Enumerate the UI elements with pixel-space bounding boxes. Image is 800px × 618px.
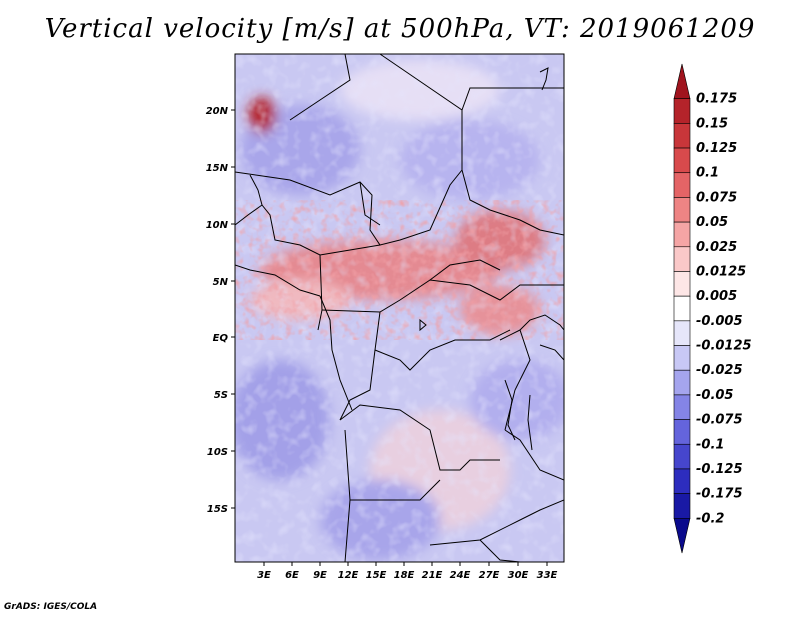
colorbar-swatch — [673, 320, 691, 346]
colorbar-label: -0.1 — [696, 437, 724, 452]
lon-tick-21e: 21E — [422, 570, 443, 581]
colorbar-label: 0.15 — [696, 116, 728, 131]
lon-tick-15e: 15E — [366, 570, 387, 581]
colorbar-swatch — [673, 369, 691, 396]
colorbar-swatch — [673, 98, 691, 124]
colorbar-swatch — [673, 123, 691, 149]
lat-tick-15s: 15S — [207, 504, 228, 515]
colorbar-label: 0.175 — [696, 92, 737, 107]
colorbar-swatch — [673, 63, 691, 99]
colorbar-label: -0.2 — [696, 511, 724, 526]
lon-tick-3e: 3E — [257, 570, 271, 581]
colorbar-label: -0.075 — [696, 413, 743, 428]
lon-axis: 3E 6E 9E 12E 15E 18E 21E 24E 27E 30E 33E — [257, 562, 558, 581]
lat-tick-5s: 5S — [214, 390, 228, 401]
colorbar-swatch — [673, 197, 691, 223]
map-frame — [234, 53, 565, 563]
colorbar-swatch — [673, 468, 691, 494]
colorbar-label: 0.075 — [696, 190, 737, 205]
colorbar-label: 0.1 — [696, 166, 719, 181]
lat-tick-20n: 20N — [206, 106, 229, 117]
colorbar-label: 0.005 — [696, 289, 737, 304]
colorbar-swatch — [673, 493, 691, 519]
lon-tick-27e: 27E — [479, 570, 500, 581]
colorbar-label: 0.0125 — [696, 264, 746, 279]
colorbar-swatch — [673, 394, 691, 420]
colorbar-label: 0.125 — [696, 141, 737, 156]
chart-title: Vertical velocity [m/s] at 500hPa, VT: 2… — [44, 14, 756, 44]
colorbar-label: -0.125 — [696, 462, 743, 477]
colorbar-swatch — [673, 271, 691, 297]
lat-tick-eq: EQ — [213, 333, 229, 344]
lat-axis: 20N 15N 10N 5N EQ 5S 10S 15S — [206, 106, 235, 515]
colorbar-label: 0.05 — [696, 215, 728, 230]
colorbar-label: -0.175 — [696, 487, 743, 502]
lon-tick-18e: 18E — [394, 570, 415, 581]
velocity-field — [235, 54, 564, 562]
colorbar-swatch — [673, 246, 691, 272]
colorbar-swatch — [673, 147, 691, 174]
colorbar-swatch — [673, 221, 691, 248]
lon-tick-24e: 24E — [450, 570, 471, 581]
colorbar-swatch — [673, 345, 691, 371]
lat-tick-10s: 10S — [207, 447, 228, 458]
colorbar: 0.175 0.15 0.125 0.1 0.075 0.05 0.025 0.0125 0.0… — [673, 63, 752, 554]
colorbar-label: -0.025 — [696, 363, 743, 378]
footer-credit: GrADS: IGES/COLA — [4, 602, 98, 612]
colorbar-label: -0.05 — [696, 388, 733, 403]
colorbar-swatch — [673, 172, 691, 198]
colorbar-swatch — [673, 295, 691, 322]
colorbar-label: 0.025 — [696, 240, 737, 255]
lat-tick-15n: 15N — [206, 163, 229, 174]
colorbar-swatch — [673, 419, 691, 445]
colorbar-swatch — [673, 443, 691, 470]
lon-tick-9e: 9E — [313, 570, 327, 581]
lon-tick-12e: 12E — [338, 570, 359, 581]
lat-tick-10n: 10N — [206, 220, 229, 231]
colorbar-swatch — [673, 518, 691, 554]
lon-tick-33e: 33E — [537, 570, 558, 581]
colorbar-label: -0.0125 — [696, 339, 752, 354]
lat-tick-5n: 5N — [213, 277, 229, 288]
lon-tick-30e: 30E — [508, 570, 529, 581]
lon-tick-6e: 6E — [285, 570, 299, 581]
colorbar-label: -0.005 — [696, 314, 743, 329]
country-borders — [235, 54, 564, 562]
